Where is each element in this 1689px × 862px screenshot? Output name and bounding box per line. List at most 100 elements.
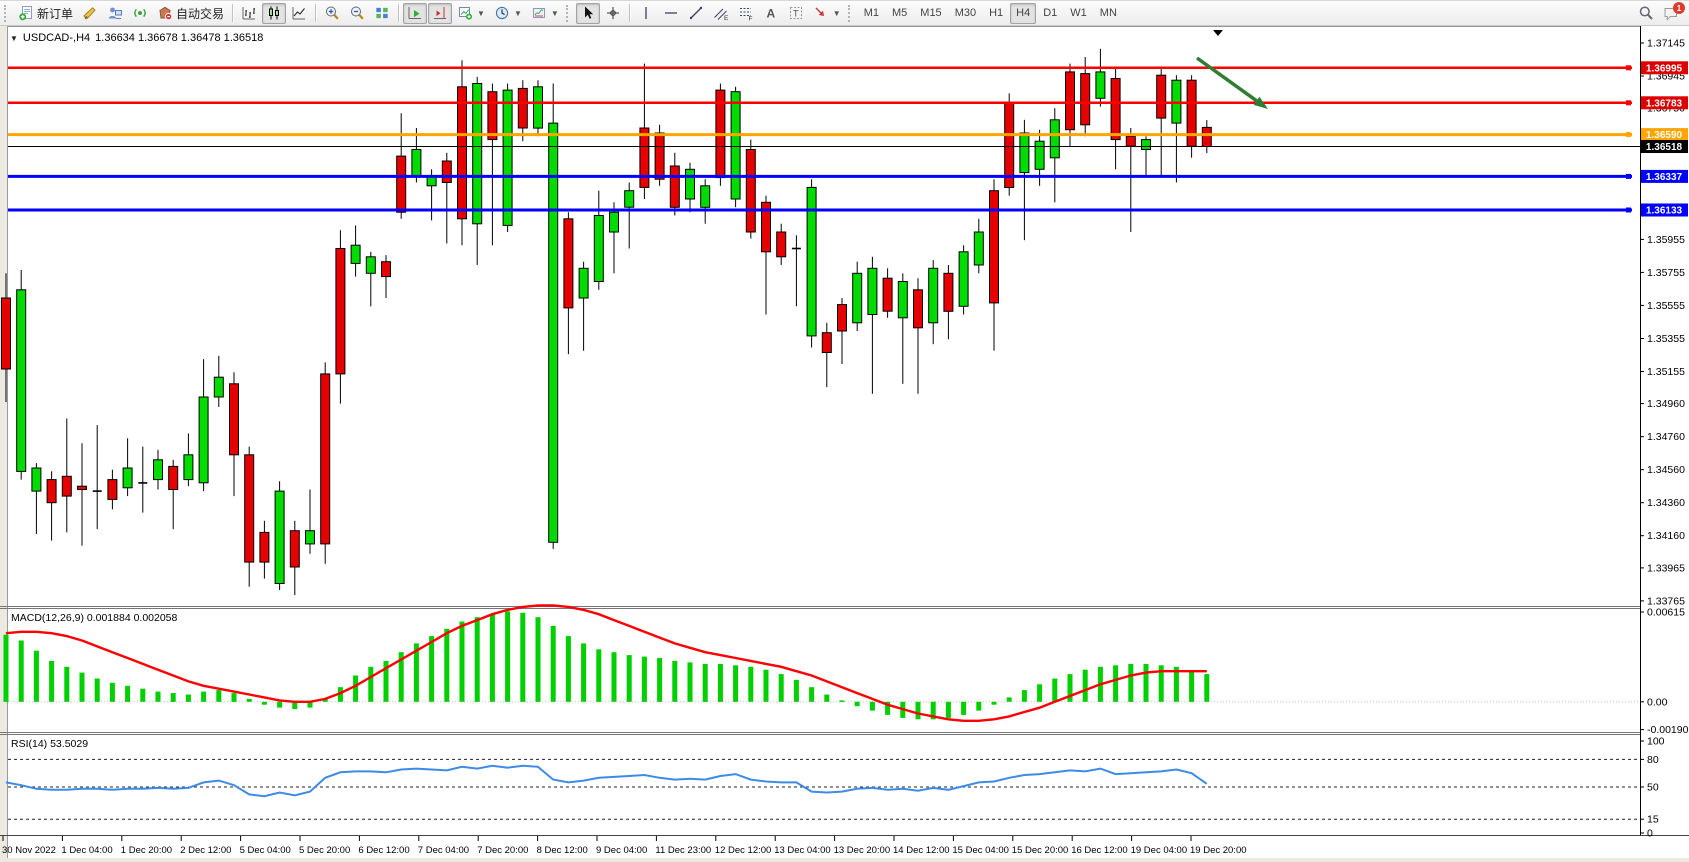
templates-button[interactable]: ▼ [527, 3, 563, 24]
macd-bar [778, 674, 784, 702]
bar-chart-button[interactable] [237, 3, 261, 24]
candle [973, 231, 984, 266]
svg-text:19 Dec 20:00: 19 Dec 20:00 [1190, 845, 1247, 856]
chart-title[interactable]: ▼ USDCAD-,H4 1.36634 1.36678 1.36478 1.3… [10, 32, 263, 44]
timeframe-button-h4[interactable]: H4 [1010, 2, 1037, 24]
candle [107, 479, 118, 500]
time-axis[interactable]: 30 Nov 2022 1 Dec 04:00 1 Dec 20:00 2 Dec 1… [2, 836, 1247, 856]
auto-trading-button[interactable]: 自动交易 [153, 3, 228, 24]
signals-button[interactable] [128, 3, 152, 24]
metaeditor-button[interactable] [103, 3, 127, 24]
macd-bar [216, 690, 222, 702]
rsi-label: RSI(14) 53.5029 [11, 738, 89, 750]
candle [639, 127, 650, 188]
zoom-in-button[interactable] [320, 3, 344, 24]
macd-bar [885, 701, 891, 715]
candle [685, 168, 695, 200]
price-scale[interactable]: 1.371451.369451.367501.359551.357551.355… [1640, 38, 1688, 608]
candle [168, 465, 179, 490]
candle [1034, 140, 1045, 170]
macd-bar [79, 672, 85, 702]
clock-icon [495, 6, 509, 20]
macd-bar [1128, 663, 1134, 702]
collapse-arrow-icon[interactable]: ▼ [10, 33, 18, 43]
timeframe-button-m30[interactable]: M30 [949, 3, 982, 24]
candle [578, 267, 589, 299]
line-chart-button[interactable] [287, 3, 311, 24]
search-button[interactable] [1634, 3, 1658, 24]
fibonacci-button[interactable]: F [734, 3, 758, 24]
macd-bar [930, 701, 936, 720]
timeframe-button-h1[interactable]: H1 [983, 3, 1009, 24]
tile-windows-button[interactable] [370, 3, 394, 24]
candle [867, 267, 878, 316]
tile-windows-icon [375, 7, 389, 19]
macd-bar [398, 652, 404, 702]
cursor-button[interactable] [575, 2, 600, 24]
candle [198, 396, 209, 484]
arrows-button[interactable]: ▼ [809, 3, 845, 24]
svg-text:1.34560: 1.34560 [1647, 464, 1685, 476]
candle [913, 289, 923, 329]
vertical-line-button[interactable] [634, 3, 658, 24]
text-button[interactable]: A [759, 3, 783, 24]
macd-signal-line [5, 604, 1207, 722]
auto-scroll-button[interactable] [403, 2, 428, 24]
timeframe-button-w1[interactable]: W1 [1064, 3, 1093, 24]
svg-text:1.35555: 1.35555 [1647, 300, 1685, 312]
candle [1125, 135, 1136, 147]
horn-icon [83, 7, 96, 20]
periods-button[interactable]: ▼ [490, 3, 526, 24]
candle [365, 256, 376, 274]
person-at-desk-icon [108, 7, 123, 19]
timeframe-button-mn[interactable]: MN [1094, 3, 1123, 24]
text-label-button[interactable]: T [784, 3, 808, 24]
hlines-layer[interactable] [8, 65, 1640, 213]
svg-text:1.36337: 1.36337 [1646, 172, 1683, 183]
macd-bar [64, 666, 70, 702]
macd-bar [991, 701, 997, 705]
macd-bar [824, 694, 830, 702]
candlestick-chart-button[interactable] [262, 2, 287, 24]
candle [837, 304, 847, 332]
price-badge-1.36590 [1641, 128, 1688, 142]
chart-canvas[interactable]: 0.00615 0.00 -0.001906100 80 50 15 0 1.37145 1.3… [0, 26, 1689, 862]
timeframe-button-m15[interactable]: M15 [914, 3, 947, 24]
horizontal-line-icon [664, 12, 677, 14]
macd-bar [353, 675, 359, 702]
channel-button[interactable]: E [709, 3, 733, 24]
macd-bar [687, 662, 693, 702]
price-badge-1.36783 [1641, 96, 1688, 110]
chart-shift-marker[interactable] [1213, 30, 1223, 36]
svg-text:1.36590: 1.36590 [1646, 130, 1683, 141]
macd-bar [763, 669, 769, 702]
candle [320, 373, 331, 545]
new-chart-button[interactable]: ▼ [453, 3, 489, 24]
timeframe-button-d1[interactable]: D1 [1037, 3, 1063, 24]
crosshair-button[interactable] [601, 3, 625, 24]
candle [761, 201, 771, 253]
macd-bar [109, 682, 115, 702]
horizontal-line-button[interactable] [659, 3, 683, 24]
svg-text:1.35955: 1.35955 [1647, 234, 1685, 246]
chart-shift-button[interactable] [428, 2, 453, 24]
candle [1004, 102, 1015, 188]
macd-bar [1006, 697, 1012, 702]
candle [396, 155, 407, 213]
svg-text:14 Dec 12:00: 14 Dec 12:00 [893, 845, 950, 856]
alerts-button[interactable] [78, 3, 102, 24]
candle [441, 160, 452, 183]
price-badge-1.36337 [1641, 169, 1688, 183]
new-order-label: 新订单 [37, 6, 74, 21]
candle [928, 267, 939, 324]
zoom-out-button[interactable] [345, 3, 369, 24]
svg-text:15 Dec 04:00: 15 Dec 04:00 [952, 845, 1009, 856]
dropdown-arrow-icon: ▼ [832, 8, 841, 18]
trendline-button[interactable] [684, 3, 708, 24]
macd-bar [641, 656, 647, 702]
timeframe-button-m5[interactable]: M5 [886, 3, 913, 24]
trend-arrow-annotation[interactable] [1195, 56, 1268, 109]
chat-button[interactable]: 1 [1659, 1, 1685, 24]
new-order-button[interactable]: 新订单 [14, 3, 77, 24]
timeframe-button-m1[interactable]: M1 [858, 3, 885, 24]
